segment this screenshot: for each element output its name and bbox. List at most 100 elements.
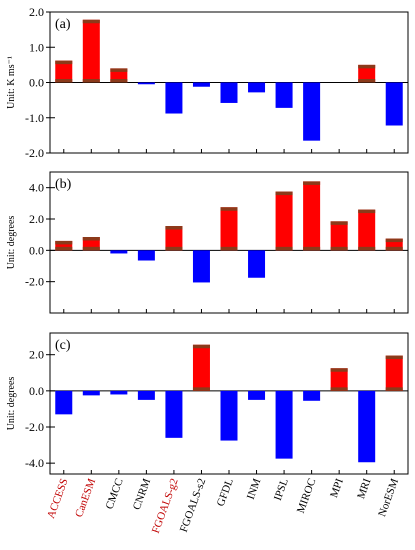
bar [385, 82, 403, 126]
y-tick-label: 2.0 [29, 5, 44, 19]
bar [192, 344, 210, 391]
y-tick-label: -4.0 [25, 456, 44, 470]
bar [165, 82, 183, 114]
bar [275, 390, 293, 459]
bar-base [385, 246, 403, 251]
y-tick-label: 0.0 [29, 76, 44, 90]
x-tick-label: FGOALS-g2 [150, 477, 181, 535]
bar [55, 390, 73, 415]
bar-base [358, 79, 376, 83]
bar [55, 60, 73, 83]
x-tick-label: FGOALS-s2 [178, 477, 209, 534]
bar-base [385, 387, 403, 391]
bar-top-edge [55, 240, 73, 245]
bar-base [303, 246, 321, 251]
bar [358, 64, 376, 83]
bar-base [330, 246, 348, 251]
y-tick-label: 0.0 [29, 243, 44, 257]
x-tick-label: CNRM [131, 477, 153, 512]
y-axis-label: Unit: degrees [6, 216, 17, 270]
bar-top-edge [358, 209, 376, 214]
bar-base [110, 79, 128, 83]
bar-base [275, 246, 293, 251]
panel-label: (b) [55, 177, 72, 192]
bar-base [220, 246, 238, 251]
bar [137, 250, 155, 261]
y-tick-label: 4.0 [29, 181, 44, 195]
bar-top-edge [303, 181, 321, 185]
bar [82, 19, 100, 83]
bar [110, 68, 128, 83]
bar [220, 82, 238, 103]
bar [110, 250, 128, 254]
bar [385, 238, 403, 251]
panel-label: (c) [55, 338, 71, 353]
y-tick-label: 2.0 [29, 212, 44, 226]
x-tick-label: MPI [328, 477, 346, 500]
x-tick-label: MIROC [295, 477, 319, 515]
bar [192, 82, 210, 87]
bar [358, 390, 376, 463]
bar-top-edge [55, 60, 73, 65]
bar [165, 226, 183, 251]
x-tick-label: IPSL [272, 477, 291, 503]
bar [275, 82, 293, 108]
bar [220, 207, 238, 251]
panel-label: (a) [55, 17, 71, 32]
y-tick-label: 0.0 [29, 384, 44, 398]
bar-top-edge [82, 19, 100, 24]
bar [303, 390, 321, 401]
bar-base [330, 387, 348, 391]
bar [137, 82, 155, 85]
x-tick-label: CMCC [104, 477, 126, 511]
y-tick-label: -2.0 [25, 146, 44, 160]
bar [137, 390, 155, 400]
x-tick-label: CanESM [73, 477, 98, 519]
bar-top-edge [330, 221, 348, 225]
bar [192, 250, 210, 283]
bar [165, 390, 183, 438]
bar [330, 221, 348, 251]
x-tick-label: GFDL [215, 477, 236, 508]
bar [275, 191, 293, 251]
bar [110, 390, 128, 395]
bar-top-edge [358, 64, 376, 69]
bar-base [55, 79, 73, 83]
bar-top-edge [385, 355, 403, 360]
y-axis-label: Unit: degrees [6, 377, 17, 431]
x-tick-label: NorESM [376, 477, 401, 519]
bar [248, 82, 266, 93]
bar [303, 82, 321, 141]
bar [82, 390, 100, 396]
y-axis-label: Unit: K ms⁻¹ [6, 56, 17, 109]
bar-top-edge [82, 237, 100, 241]
bar-base [55, 246, 73, 251]
bar [55, 240, 73, 251]
bar-top-edge [220, 207, 238, 211]
bar-top-edge [110, 68, 128, 72]
bar [248, 250, 266, 278]
bar-top-edge [275, 191, 293, 196]
x-tick-label: MRI [355, 477, 373, 501]
y-tick-label: -1.0 [25, 111, 44, 125]
bar [330, 368, 348, 391]
y-tick-label: 1.0 [29, 40, 44, 54]
bar-base [82, 79, 100, 83]
bar-base [192, 387, 210, 391]
bar-base [165, 246, 183, 251]
y-tick-label: 2.0 [29, 348, 44, 362]
y-tick-label: -2.0 [25, 420, 44, 434]
bar-top-edge [165, 226, 183, 230]
x-tick-label: INM [245, 477, 264, 501]
bar-top-edge [330, 368, 348, 372]
bar [303, 181, 321, 251]
bar-top-edge [385, 238, 403, 243]
bar [385, 355, 403, 391]
bar-top-edge [192, 344, 210, 349]
bar-base [82, 246, 100, 251]
bar [248, 390, 266, 400]
bar-base [358, 246, 376, 251]
x-tick-label: ACCESS [45, 477, 70, 520]
y-tick-label: -2.0 [25, 275, 44, 289]
